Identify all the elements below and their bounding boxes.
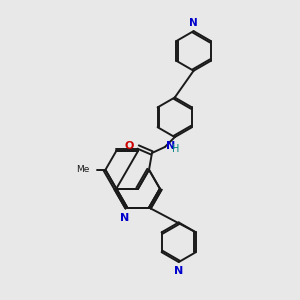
Text: Me: Me [76, 165, 90, 174]
Text: H: H [172, 144, 179, 154]
Text: N: N [174, 266, 183, 276]
Text: N: N [166, 141, 175, 151]
Text: O: O [125, 141, 134, 151]
Text: N: N [120, 212, 129, 223]
Text: N: N [189, 18, 198, 28]
